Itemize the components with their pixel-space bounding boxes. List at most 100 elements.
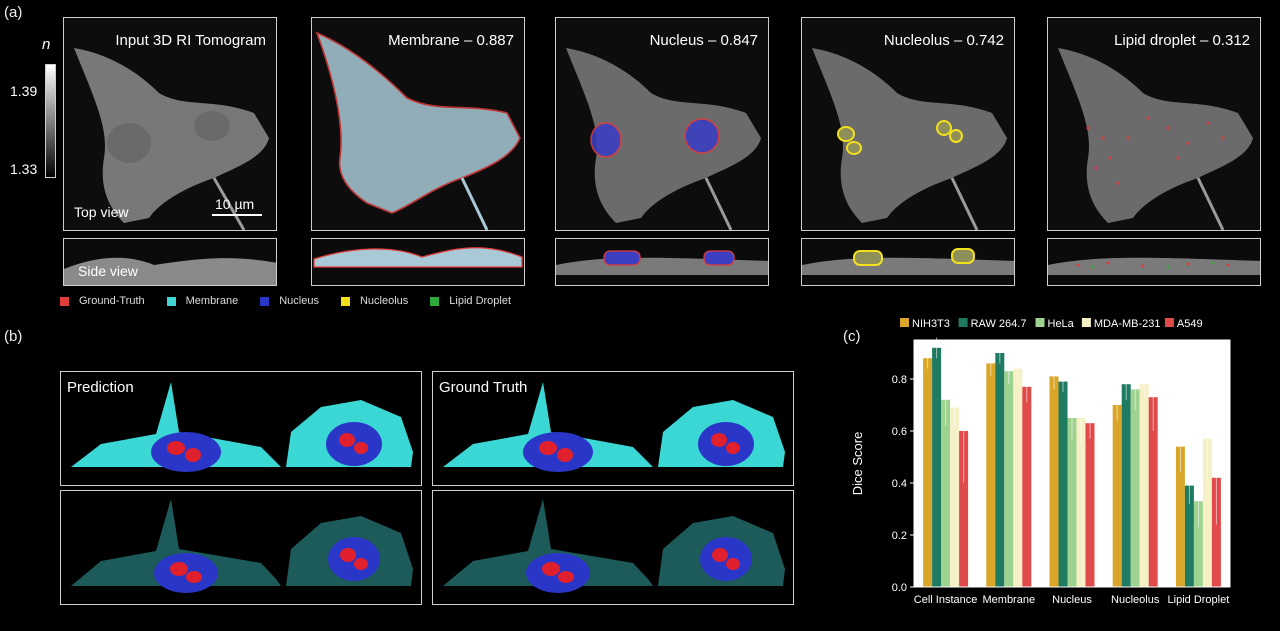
legend-label: A549: [1177, 318, 1203, 330]
cell-image-lipid-droplet: [1058, 48, 1253, 230]
bar: [1049, 376, 1059, 587]
prediction-label: Prediction: [67, 379, 134, 396]
side-view-membrane: [311, 238, 525, 286]
tile-title: Input 3D RI Tomogram: [115, 32, 266, 49]
legend-label: Ground-Truth: [79, 295, 145, 307]
y-tick-label: 0.6: [892, 426, 907, 438]
legend-label: MDA-MB-231: [1094, 318, 1161, 330]
ground-truth-organelle-render: [432, 490, 794, 605]
panel-b-letter: (b): [4, 328, 23, 345]
legend-swatch: [900, 318, 909, 327]
bar: [1121, 384, 1131, 587]
ground-truth-membrane-render: Ground Truth: [432, 371, 794, 486]
tile-title: Nucleolus – 0.742: [883, 32, 1004, 49]
bar: [1085, 423, 1095, 587]
refractive-index-colorbar: [45, 64, 56, 178]
top-view-label: Top view: [74, 204, 129, 220]
legend-item: Membrane: [166, 295, 239, 307]
colorbar-min-label: 1.33: [10, 161, 38, 177]
cell-image-input: [74, 48, 269, 230]
legend-swatch: [166, 296, 176, 306]
legend-item: Nucleolus: [340, 295, 409, 307]
prediction-organelle-render: [60, 490, 422, 605]
tile-nucleus: Nucleus – 0.847: [555, 17, 769, 231]
legend-swatch: [958, 318, 968, 327]
legend-swatch: [340, 296, 350, 306]
legend-swatch: [430, 296, 440, 306]
legend-label: Membrane: [185, 295, 239, 307]
cell-image-nucleolus: [812, 48, 1007, 230]
bar: [1175, 446, 1185, 587]
x-tick-label: Membrane: [983, 594, 1036, 606]
panel-a-legend: Ground-Truth Membrane Nucleus Nucleolus Lipi…: [60, 293, 533, 309]
bar: [1211, 477, 1221, 587]
y-tick-label: 0.4: [892, 478, 907, 490]
bar: [1148, 397, 1158, 587]
tile-title: Membrane – 0.887: [388, 32, 514, 49]
bar: [1022, 386, 1032, 587]
bar: [1202, 438, 1212, 587]
legend-label: Lipid Droplet: [449, 295, 512, 307]
x-tick-label: Cell Instance: [914, 594, 978, 606]
cell-image-membrane: [315, 31, 521, 230]
bar: [1130, 389, 1140, 587]
bar: [1067, 418, 1077, 587]
tile-membrane: Membrane – 0.887: [311, 17, 525, 231]
side-view-input: Side view: [63, 238, 277, 286]
tile-lipid-droplet: Lipid droplet – 0.312: [1047, 17, 1261, 231]
side-view-label: Side view: [78, 263, 138, 279]
bar: [1004, 371, 1014, 587]
prediction-membrane-render: Prediction: [60, 371, 422, 486]
scalebar: [212, 214, 262, 216]
bar: [959, 431, 969, 587]
bar: [1076, 418, 1086, 587]
panel-c-letter: (c): [843, 328, 861, 345]
legend-item: Lipid Droplet: [430, 295, 511, 307]
legend-label: NIH3T3: [912, 318, 950, 330]
bar: [1112, 405, 1122, 587]
bar: [950, 407, 960, 587]
colorbar-max-label: 1.39: [10, 83, 38, 99]
dice-score-bar-chart: 0.0 0.2 0.4 0.6 0.8 Dice Score Cell Instance Me…: [850, 318, 1231, 606]
cell-image-nucleus: [566, 48, 761, 230]
x-tick-label: Nucleus: [1052, 594, 1092, 606]
side-view-nucleus: [555, 238, 769, 286]
side-view-nucleolus: [801, 238, 1015, 286]
bar: [1058, 381, 1068, 587]
bar: [932, 347, 942, 587]
colorbar-symbol: n: [42, 36, 51, 53]
x-tick-label: Lipid Droplet: [1168, 594, 1230, 606]
bar: [1184, 485, 1194, 587]
y-tick-label: 0.0: [892, 582, 907, 594]
legend-item: Nucleus: [260, 295, 319, 307]
panel-a-letter: (a): [4, 4, 23, 21]
legend-label: Nucleus: [279, 295, 319, 307]
plot-frame: [913, 339, 1231, 588]
y-tick-label: 0.2: [892, 530, 907, 542]
scalebar-label: 10 µm: [215, 196, 255, 212]
legend-swatch: [60, 296, 69, 306]
bar: [923, 358, 933, 587]
ground-truth-label: Ground Truth: [439, 379, 528, 396]
bar: [1139, 384, 1149, 587]
bar: [986, 363, 996, 587]
legend-swatch: [1035, 318, 1045, 327]
bar: [1193, 501, 1203, 587]
tile-title: Nucleus – 0.847: [649, 32, 758, 49]
legend-swatch: [260, 296, 270, 306]
legend-swatch: [1081, 318, 1091, 327]
legend-swatch: [1164, 318, 1174, 327]
bar: [1013, 368, 1023, 587]
y-tick-label: 0.8: [892, 374, 907, 386]
bar: [941, 399, 951, 587]
y-axis-label: Dice Score: [850, 432, 865, 496]
legend-label: RAW 264.7: [971, 318, 1027, 330]
tile-title: Lipid droplet – 0.312: [1114, 32, 1250, 49]
legend-label: Nucleolus: [359, 295, 409, 307]
legend-item: Ground-Truth: [60, 295, 145, 307]
side-view-lipid-droplet: [1047, 238, 1261, 286]
legend-label: HeLa: [1048, 318, 1075, 330]
x-tick-label: Nucleolus: [1111, 594, 1160, 606]
bar: [995, 353, 1005, 587]
tile-nucleolus: Nucleolus – 0.742: [801, 17, 1015, 231]
